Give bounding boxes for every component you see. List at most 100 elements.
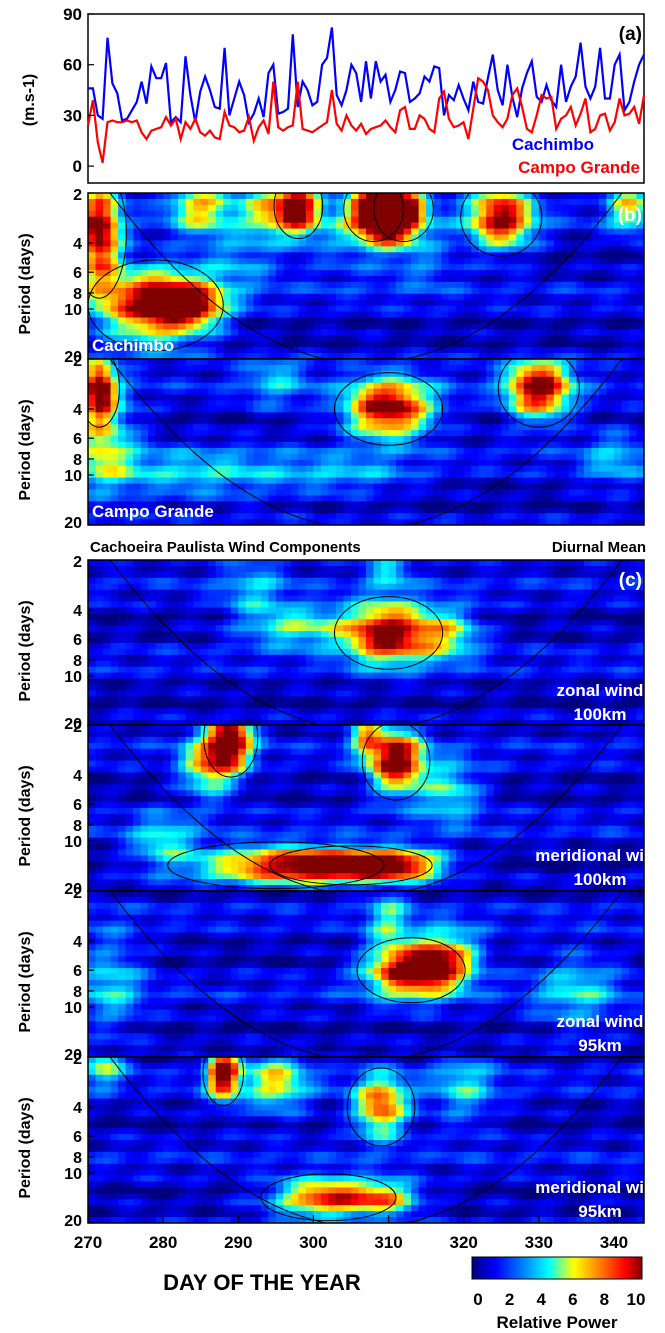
- heatmap-cell: [523, 329, 532, 336]
- heatmap-cell: [103, 252, 112, 259]
- heatmap-cell: [478, 276, 487, 283]
- heatmap-cell: [328, 329, 337, 336]
- heatmap-cell: [110, 483, 119, 491]
- heatmap-cell: [170, 418, 179, 425]
- heatmap-cell: [275, 513, 284, 520]
- heatmap-cell: [388, 412, 397, 419]
- heatmap-cell: [328, 571, 337, 579]
- heatmap-cell: [561, 418, 570, 425]
- heatmap-cell: [433, 311, 442, 319]
- heatmap-cell: [486, 577, 495, 585]
- heatmap-cell: [358, 382, 367, 390]
- heatmap-cell: [576, 246, 585, 253]
- heatmap-cell: [88, 388, 97, 396]
- heatmap-cell: [403, 293, 412, 301]
- heatmap-cell: [508, 240, 517, 247]
- heatmap-cell: [335, 276, 345, 283]
- heatmap-cell: [335, 347, 345, 354]
- heatmap-cell: [193, 400, 202, 408]
- heatmap-cell: [366, 293, 375, 301]
- heatmap-cell: [95, 519, 104, 525]
- heatmap-cell: [463, 477, 472, 485]
- heatmap-cell: [448, 459, 457, 467]
- heatmap-cell: [193, 430, 202, 437]
- heatmap-cell: [253, 353, 262, 359]
- heatmap-cell: [516, 198, 525, 206]
- heatmap-cell: [516, 311, 525, 319]
- heatmap-cell: [456, 394, 465, 402]
- heatmap-cell: [298, 370, 307, 378]
- heatmap-cell: [418, 619, 427, 626]
- heatmap-cell: [381, 382, 390, 390]
- heatmap-cell: [313, 424, 322, 431]
- heatmap-cell: [298, 246, 307, 253]
- heatmap-cell: [110, 264, 119, 271]
- heatmap-cell: [523, 246, 532, 253]
- heatmap-cell: [433, 442, 442, 449]
- heatmap-cell: [396, 501, 405, 508]
- heatmap-cell: [366, 364, 375, 372]
- heatmap-cell: [193, 347, 202, 354]
- heatmap-cell: [388, 370, 397, 378]
- heatmap-cell: [478, 459, 487, 467]
- heatmap-cell: [523, 234, 532, 242]
- heatmap-cell: [283, 252, 292, 259]
- heatmap-cell: [178, 453, 187, 461]
- heatmap-cell: [471, 311, 480, 319]
- heatmap-cell: [350, 495, 360, 502]
- heatmap-cell: [253, 589, 262, 597]
- heatmap-cell: [178, 293, 187, 301]
- heatmap-cell: [621, 471, 630, 479]
- heatmap-cell: [636, 364, 644, 372]
- heatmap-cell: [238, 400, 247, 408]
- heatmap-cell: [433, 394, 442, 402]
- heatmap-cell: [118, 293, 127, 301]
- heatmap-cell: [613, 341, 623, 348]
- heatmap-cell: [583, 382, 592, 390]
- heatmap-cell: [613, 477, 623, 485]
- heatmap-cell: [178, 565, 187, 573]
- heatmap-cell: [583, 311, 592, 319]
- heatmap-cell: [125, 412, 134, 419]
- heatmap-cell: [411, 240, 420, 247]
- heatmap-cell: [230, 613, 239, 620]
- heatmap-cell: [305, 335, 314, 342]
- heatmap-cell: [268, 577, 277, 585]
- heatmap-cell: [366, 305, 375, 313]
- heatmap-cell: [223, 311, 232, 319]
- heatmap-cell: [516, 560, 525, 567]
- heatmap-cell: [531, 447, 540, 455]
- heatmap-cell: [358, 264, 367, 271]
- heatmap-cell: [426, 198, 435, 206]
- heatmap-cell: [178, 571, 187, 579]
- heatmap-cell: [170, 465, 179, 473]
- heatmap-cell: [155, 382, 164, 390]
- heatmap-cell: [568, 347, 577, 354]
- heatmap-cell: [486, 264, 495, 271]
- heatmap-cell: [103, 442, 112, 449]
- heatmap-cell: [313, 583, 322, 591]
- heatmap-cell: [486, 495, 495, 502]
- heatmap-cell: [268, 299, 277, 307]
- heatmap-cell: [305, 483, 314, 491]
- heatmap-cell: [381, 234, 390, 242]
- heatmap-cell: [501, 495, 510, 502]
- heatmap-cell: [546, 400, 555, 408]
- heatmap-cell: [628, 513, 638, 520]
- heatmap-cell: [88, 619, 97, 626]
- heatmap-cell: [598, 418, 608, 425]
- heatmap-cell: [523, 501, 532, 508]
- heatmap-cell: [260, 364, 269, 372]
- heatmap-cell: [538, 246, 547, 253]
- heatmap-cell: [283, 270, 292, 277]
- heatmap-cell: [193, 270, 202, 277]
- heatmap-cell: [508, 430, 517, 437]
- heatmap-cell: [275, 198, 284, 206]
- heatmap-cell: [305, 459, 314, 467]
- heatmap-cell: [591, 299, 600, 307]
- heatmap-cell: [163, 234, 172, 242]
- heatmap-cell: [523, 607, 532, 614]
- heatmap-cell: [125, 613, 134, 620]
- heatmap-cell: [125, 240, 134, 247]
- heatmap-cell: [621, 465, 630, 473]
